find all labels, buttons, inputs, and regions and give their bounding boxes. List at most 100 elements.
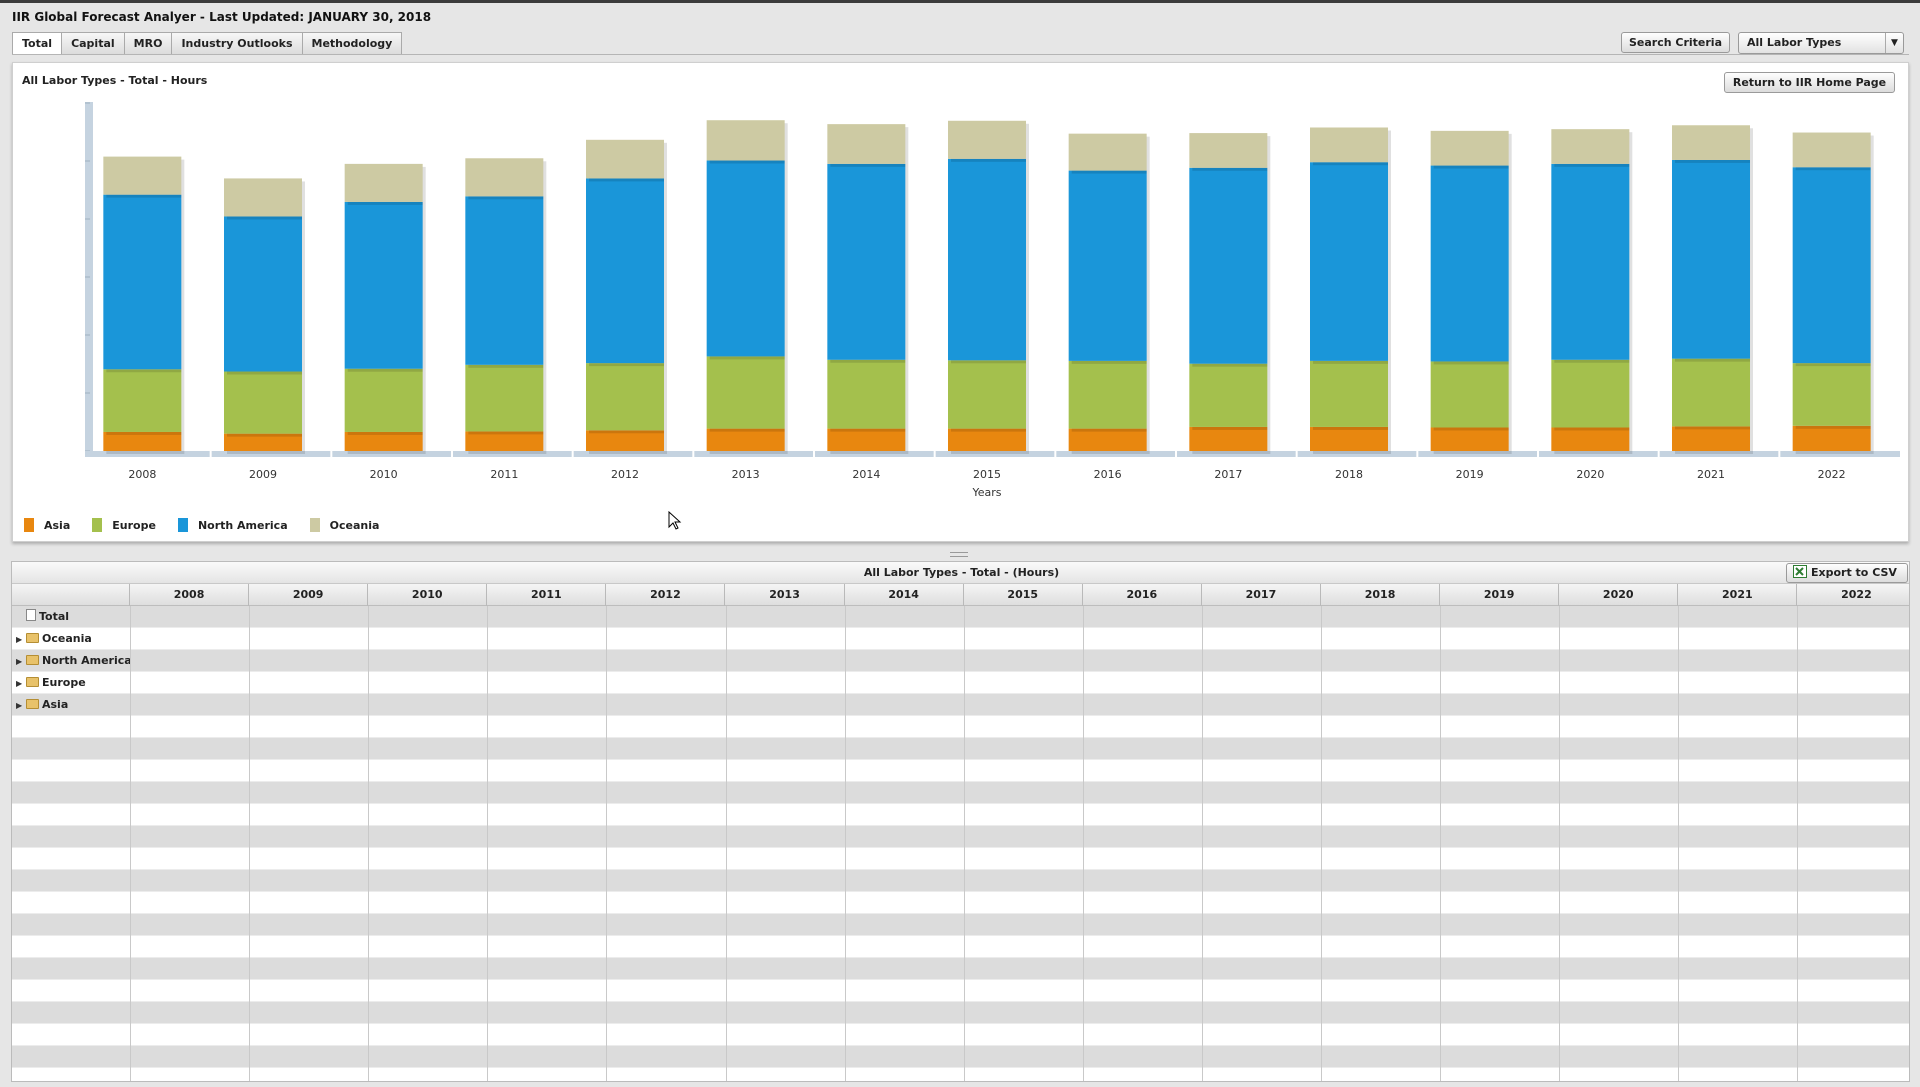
header-cell-label[interactable]: [12, 584, 130, 606]
tab-industry-outlooks[interactable]: Industry Outlooks: [171, 32, 303, 54]
table-row[interactable]: ▶ Europe: [12, 672, 1909, 694]
header-cell-year[interactable]: 2015: [964, 584, 1083, 606]
x-tick-label: 2008: [128, 468, 156, 481]
main-tabs: Total Capital MRO Industry Outlooks Meth…: [12, 32, 403, 55]
legend-item-asia[interactable]: Asia: [24, 518, 70, 532]
export-csv-button[interactable]: Export to CSV: [1786, 563, 1908, 583]
table-row[interactable]: Total: [12, 606, 1909, 628]
bar-oceania: [1189, 133, 1268, 168]
header-cell-year[interactable]: 2018: [1321, 584, 1441, 606]
table-row: [12, 892, 1909, 914]
row-label[interactable]: ▶ Asia: [16, 694, 68, 716]
search-criteria-button[interactable]: Search Criteria: [1621, 32, 1730, 53]
grid-body: Total ▶ Oceania ▶ North America ▶ Europe ▶ Asia: [12, 606, 1909, 1081]
window-top-border: [0, 0, 1920, 3]
table-row: [12, 804, 1909, 826]
bar-north-america: [948, 158, 1026, 361]
legend-item-oceania[interactable]: Oceania: [309, 518, 379, 532]
bar-oceania: [103, 156, 182, 195]
legend-item-north-america[interactable]: North America: [177, 518, 288, 532]
legend-label: Asia: [44, 518, 71, 532]
header-cell-year[interactable]: 2012: [606, 584, 726, 606]
bar-asia: [1672, 426, 1750, 451]
bar-asia: [1310, 426, 1388, 451]
tab-capital[interactable]: Capital: [61, 32, 125, 54]
header-cell-year[interactable]: 2016: [1083, 584, 1202, 606]
bar-oceania: [1310, 127, 1388, 163]
legend-item-europe[interactable]: Europe: [92, 518, 156, 532]
column-divider: [725, 606, 727, 1081]
bar-asia: [827, 428, 906, 451]
expand-arrow-icon[interactable]: ▶: [16, 635, 23, 644]
tab-total[interactable]: Total: [12, 32, 63, 55]
expand-arrow-icon[interactable]: ▶: [16, 701, 23, 710]
table-row[interactable]: ▶ Oceania: [12, 628, 1909, 650]
row-label[interactable]: ▶ Europe: [16, 672, 86, 694]
x-axis-bar: [85, 451, 1900, 457]
table-row[interactable]: ▶ Asia: [12, 694, 1909, 716]
row-label[interactable]: ▶ Oceania: [16, 628, 92, 650]
column-divider: [606, 606, 608, 1081]
x-tick-label: 2018: [1335, 468, 1363, 481]
data-grid: All Labor Types - Total - (Hours) Export…: [11, 561, 1910, 1082]
grid-header: 2008 2009 2010 2011 2012 2013 2014 2015 2016 2017…: [12, 584, 1909, 606]
header-cell-year[interactable]: 2019: [1440, 584, 1560, 606]
table-row: [12, 958, 1909, 980]
bar-europe: [1551, 359, 1630, 428]
labor-type-select[interactable]: All Labor Types ▼: [1738, 32, 1904, 54]
header-cell-year[interactable]: 2014: [845, 584, 964, 606]
bar-asia: [1551, 427, 1630, 451]
bar-north-america: [827, 163, 906, 360]
chevron-down-icon[interactable]: ▼: [1885, 33, 1903, 53]
row-label-text: Oceania: [42, 632, 92, 645]
header-cell-year[interactable]: 2009: [249, 584, 369, 606]
x-tick-label: 2014: [852, 468, 880, 481]
header-cell-year[interactable]: 2010: [368, 584, 488, 606]
header-cell-year[interactable]: 2008: [130, 584, 250, 606]
bar-north-america: [1672, 159, 1750, 359]
bar-north-america: [586, 178, 664, 364]
row-label[interactable]: ▶ North America: [16, 650, 132, 672]
table-row: [12, 738, 1909, 760]
bar-asia: [1068, 428, 1147, 451]
header-cell-year[interactable]: 2011: [487, 584, 607, 606]
table-row[interactable]: ▶ North America: [12, 650, 1909, 672]
bar-north-america: [1310, 162, 1388, 361]
row-label-text: North America: [42, 654, 132, 667]
column-divider: [963, 606, 965, 1081]
bar-north-america: [1068, 170, 1147, 361]
return-home-button[interactable]: Return to IIR Home Page: [1724, 72, 1895, 93]
column-divider: [844, 606, 846, 1081]
table-row: [12, 936, 1909, 958]
excel-icon: [1793, 565, 1807, 578]
expand-arrow-icon[interactable]: ▶: [16, 679, 23, 688]
table-row: [12, 760, 1909, 782]
bar-oceania: [224, 178, 302, 217]
header-cell-year[interactable]: 2021: [1678, 584, 1798, 606]
column-divider: [1321, 606, 1322, 1081]
legend-label: Europe: [112, 518, 156, 532]
expand-arrow-icon[interactable]: ▶: [16, 657, 23, 666]
column-divider: [1797, 606, 1799, 1081]
row-label[interactable]: Total: [16, 606, 69, 628]
tab-mro[interactable]: MRO: [123, 32, 173, 54]
header-cell-year[interactable]: 2013: [726, 584, 845, 606]
bar-oceania: [1792, 132, 1871, 168]
splitter-handle[interactable]: [950, 552, 968, 557]
labor-type-select-value: All Labor Types: [1747, 36, 1842, 49]
x-tick-label: 2011: [490, 468, 518, 481]
bar-oceania: [1068, 133, 1147, 171]
bar-north-america: [344, 201, 423, 369]
tab-methodology[interactable]: Methodology: [301, 32, 403, 54]
header-cell-year[interactable]: 2020: [1559, 584, 1679, 606]
bar-north-america: [224, 216, 302, 372]
grid-title: All Labor Types - Total - (Hours): [12, 562, 1909, 584]
x-tick-label: 2015: [973, 468, 1001, 481]
bar-asia: [465, 431, 544, 451]
stacked-bar-chart: 2008 2009 2010 2011 2012 2013 2014 2015 2016 2017…: [85, 102, 1900, 499]
header-cell-year[interactable]: 2017: [1202, 584, 1321, 606]
bar-asia: [344, 431, 423, 451]
export-csv-label: Export to CSV: [1811, 566, 1897, 579]
header-cell-year[interactable]: 2022: [1797, 584, 1909, 606]
